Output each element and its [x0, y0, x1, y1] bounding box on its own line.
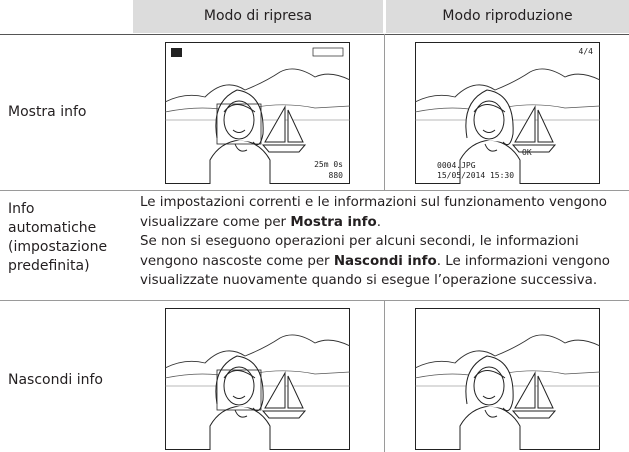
playback-screen-plain: [415, 308, 600, 450]
rule: [384, 300, 385, 452]
description: Le impostazioni correnti e le informazio…: [140, 193, 624, 291]
text: .: [376, 214, 381, 230]
focus-frame: [216, 103, 262, 145]
exposures-count: 880: [329, 171, 344, 180]
bold-text: Nascondi info: [333, 253, 437, 269]
header-cell: Modo di ripresa: [133, 0, 383, 33]
shooting-screen-plain: [165, 308, 350, 450]
rule: [0, 190, 629, 191]
paragraph: Se non si eseguono operazioni per alcuni…: [140, 232, 624, 291]
date-time: 15/05/2014 15:30: [437, 171, 514, 180]
text: Le impostazioni correnti e le informazio…: [140, 195, 608, 230]
text: Se non si eseguono operazioni per alcuni…: [140, 234, 579, 269]
frame-number: 4/4: [579, 47, 594, 56]
camera-icon: [171, 48, 182, 57]
rule: [0, 34, 629, 35]
row-label: Mostra info: [8, 104, 87, 120]
row-label: Nascondi info: [8, 372, 103, 388]
row-label: Info automatiche (impostazione predefini…: [8, 201, 108, 274]
remaining-time: 25m 0s: [314, 160, 343, 169]
playback-screen: 4/4 OK 0004.JPG 15/05/2014 15:30: [415, 42, 600, 184]
file-name: 0004.JPG: [437, 161, 476, 170]
paragraph: Le impostazioni correnti e le informazio…: [140, 193, 624, 232]
bold-text: Mostra info: [290, 214, 377, 230]
ok-icon: OK: [522, 148, 532, 157]
text: . Le informazioni vengono visualizzate n…: [140, 253, 610, 289]
shooting-screen: 25m 0s 880: [165, 42, 350, 184]
rule: [384, 34, 385, 190]
header-cell: Modo riproduzione: [386, 0, 629, 33]
settings-icons: [312, 47, 344, 57]
rule: [0, 300, 629, 301]
focus-frame: [216, 369, 262, 411]
